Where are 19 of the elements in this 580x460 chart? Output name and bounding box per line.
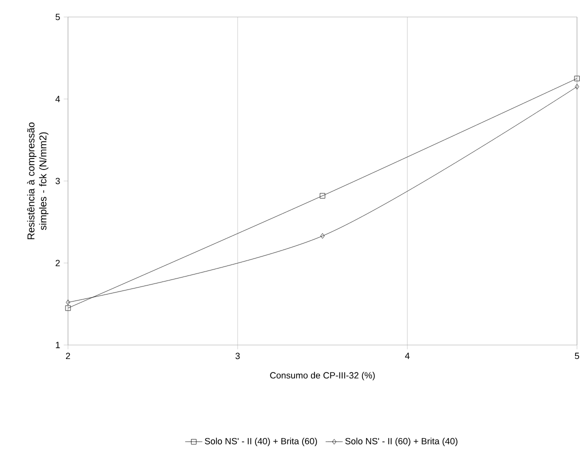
x-tick-label: 3 — [236, 352, 240, 360]
point — [65, 305, 71, 311]
y-tick-label: 1 — [56, 342, 60, 348]
x-tick-label: 2 — [66, 352, 70, 360]
x-tick-label: 4 — [405, 352, 410, 359]
legend-label: Solo NS' - II (40) + Brita (60) — [204, 438, 317, 446]
point — [574, 84, 580, 90]
x-axis-title: Consumo de CP-III-32 (%) — [270, 372, 375, 380]
y-tick-label: 2 — [56, 260, 60, 266]
point — [320, 193, 326, 198]
legend-label: Solo NS' - II (60) + Brita (40) — [345, 438, 458, 446]
y-axis-title: Resistência à compressão simples - fck (N/mm2) — [27, 122, 48, 240]
point — [574, 76, 580, 82]
point — [66, 300, 70, 306]
x-tick-label: 5 — [574, 352, 580, 360]
point — [320, 233, 325, 239]
y-tick-label: 3 — [56, 178, 60, 184]
y-tick-label: 5 — [56, 14, 60, 20]
y-tick-label: 4 — [55, 96, 60, 102]
